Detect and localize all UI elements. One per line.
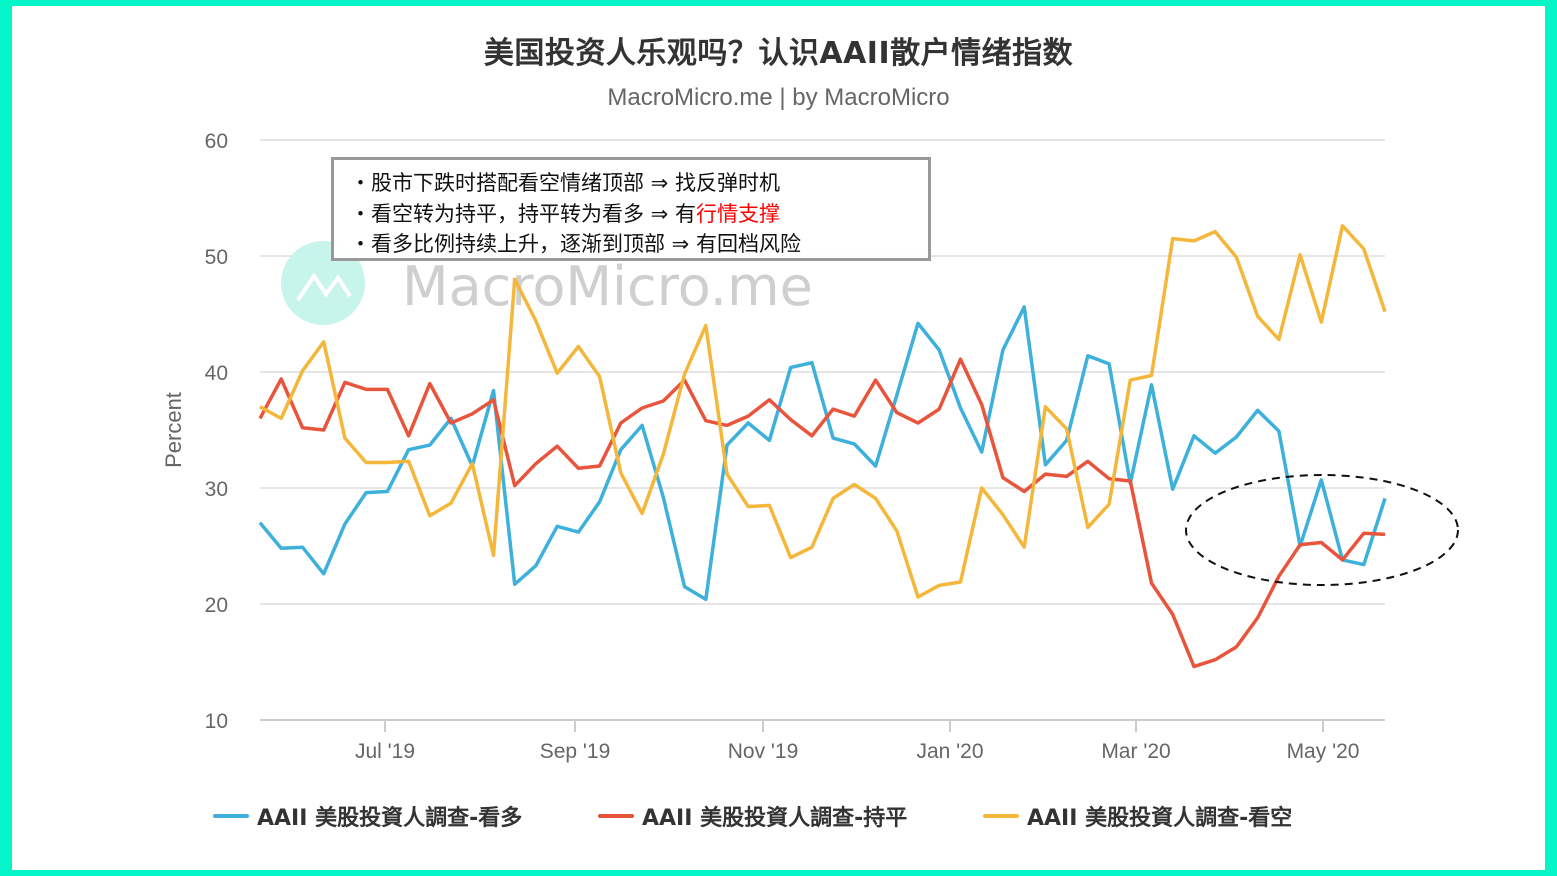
y-axis-label: Percent [161, 392, 186, 468]
annotation-line-2: ・看空转为持平，持平转为看多 ⇒ 有行情支撑 [350, 199, 928, 230]
series-lines [258, 224, 1387, 669]
watermark-logo-glyph-icon [296, 272, 352, 302]
legend-swatch-bullish-icon [213, 814, 249, 818]
x-tick-label: Jul '19 [355, 740, 415, 763]
y-tick-label: 20 [205, 594, 228, 617]
annotation-line-1: ・股市下跌时搭配看空情绪顶部 ⇒ 找反弹时机 [350, 171, 780, 195]
annotation-line-3: ・看多比例持续上升，逐渐到顶部 ⇒ 有回档风险 [350, 232, 801, 256]
x-tick-label: Mar '20 [1101, 740, 1170, 763]
highlight-ellipse [1185, 474, 1459, 586]
y-tick-label: 60 [205, 130, 228, 153]
chart-subtitle: MacroMicro.me | by MacroMicro [607, 84, 950, 111]
watermark-text: MacroMicro.me [402, 255, 813, 318]
x-tick-label: Jan '20 [916, 740, 983, 763]
y-tick-label: 10 [205, 710, 228, 733]
x-tick-label: Nov '19 [728, 740, 799, 763]
annotation-box: ・股市下跌时搭配看空情绪顶部 ⇒ 找反弹时机 ・看空转为持平，持平转为看多 ⇒ … [331, 157, 931, 261]
legend: AAII 美股投資人調查-看多 AAII 美股投資人調查-持平 AAII 美股投… [0, 800, 1557, 840]
y-tick-label: 50 [205, 246, 228, 269]
legend-label-neutral: AAII 美股投資人調查-持平 [642, 806, 908, 831]
watermark: MacroMicro.me [281, 241, 813, 325]
legend-label-bearish: AAII 美股投資人調查-看空 [1027, 806, 1293, 831]
legend-swatch-neutral-icon [598, 814, 634, 818]
watermark-logo-icon [281, 241, 365, 325]
y-tick-label: 40 [205, 362, 228, 385]
chart-title: 美国投资人乐观吗？认识AAII散户情绪指数 [483, 36, 1074, 71]
legend-label-bullish: AAII 美股投資人調查-看多 [257, 806, 523, 831]
annotation-line-2-text: ・看空转为持平，持平转为看多 ⇒ 有 [350, 201, 696, 226]
legend-item-bullish[interactable]: AAII 美股投資人調查-看多 [213, 800, 522, 832]
x-tick-label: May '20 [1287, 740, 1360, 763]
series-line-bullish[interactable] [258, 305, 1387, 602]
legend-item-bearish[interactable]: AAII 美股投資人調查-看空 [983, 800, 1292, 832]
y-axis: 10 20 30 40 50 60 [205, 130, 228, 733]
x-tick-label: Sep '19 [540, 740, 611, 763]
annotation-highlight: 行情支撑 [695, 201, 780, 226]
x-axis: Jul '19 Sep '19 Nov '19 Jan '20 Mar '20 May '… [355, 720, 1359, 763]
y-tick-label: 30 [205, 478, 228, 501]
series-line-bearish[interactable] [259, 224, 1387, 599]
legend-item-neutral[interactable]: AAII 美股投資人調查-持平 [598, 800, 907, 832]
series-line-neutral[interactable] [258, 357, 1386, 669]
legend-swatch-bearish-icon [983, 814, 1019, 818]
